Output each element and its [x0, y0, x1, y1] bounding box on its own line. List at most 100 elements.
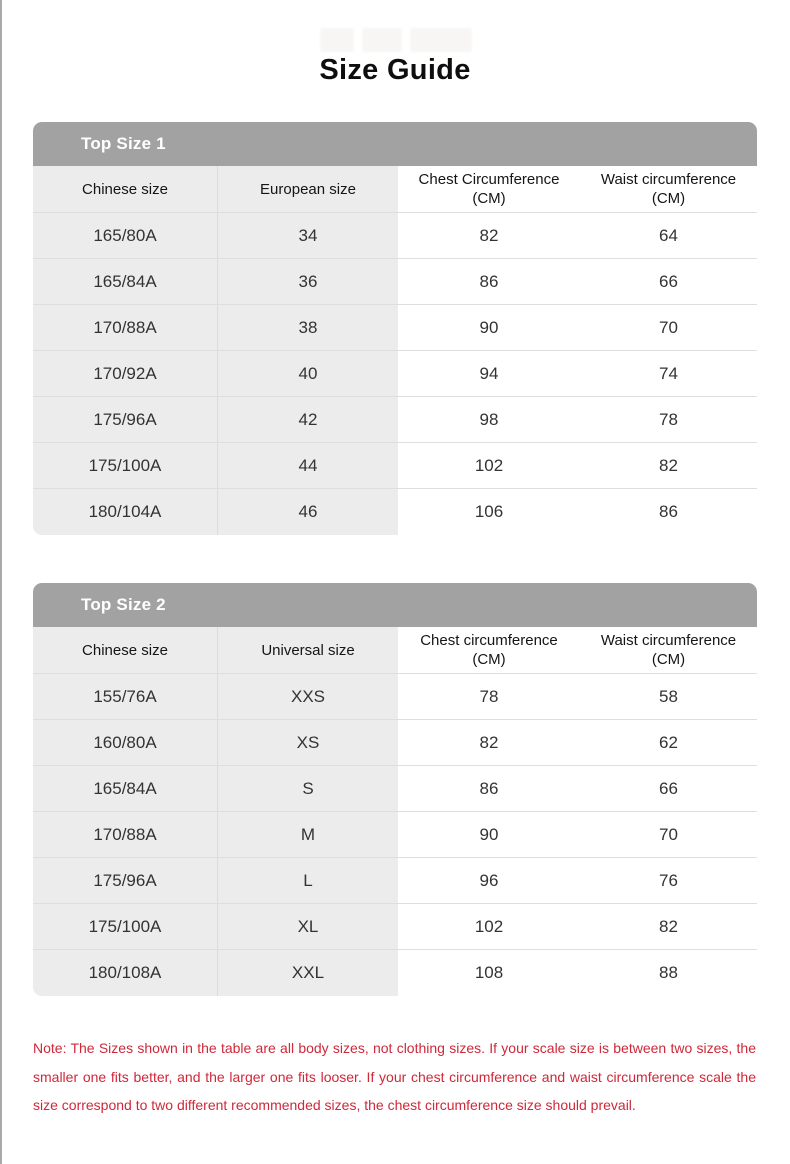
table-cell: 88 — [580, 950, 757, 996]
column-header-label: Universal size — [261, 641, 355, 659]
column-header-row: Chinese size Universal size Chest circumfe… — [33, 627, 757, 674]
table-cell: 155/76A — [33, 674, 218, 720]
table-cell: 42 — [218, 397, 398, 443]
table-row: 175/100A 44 102 82 — [33, 443, 757, 489]
table-header-bar: Top Size 1 — [33, 122, 757, 166]
table-cell: 34 — [218, 213, 398, 259]
top-size-1-table: Top Size 1 Chinese size European size Chest… — [33, 122, 757, 535]
table-cell: 66 — [580, 259, 757, 305]
table-cell: 46 — [218, 489, 398, 535]
column-header-label: Waist circumference — [600, 171, 737, 188]
table-row: 180/108A XXL 108 88 — [33, 950, 757, 996]
table-cell: M — [218, 812, 398, 858]
table-header-bar: Top Size 2 — [33, 583, 757, 627]
table-cell: 78 — [580, 397, 757, 443]
table-cell: 82 — [398, 720, 580, 766]
table-cell: XXS — [218, 674, 398, 720]
column-header: Chest circumference (CM) — [398, 627, 580, 674]
table-row: 170/92A 40 94 74 — [33, 351, 757, 397]
table-cell: XS — [218, 720, 398, 766]
table-cell: 108 — [398, 950, 580, 996]
table-cell: 180/104A — [33, 489, 218, 535]
watermark-block — [362, 28, 402, 52]
column-header-unit: (CM) — [651, 651, 686, 668]
table-cell: 74 — [580, 351, 757, 397]
table-cell: 165/84A — [33, 766, 218, 812]
table-cell: 106 — [398, 489, 580, 535]
table-cell: 36 — [218, 259, 398, 305]
table-cell: 170/92A — [33, 351, 218, 397]
table-cell: 170/88A — [33, 812, 218, 858]
watermark-block — [410, 28, 472, 52]
table-row: 175/96A L 96 76 — [33, 858, 757, 904]
column-header-row: Chinese size European size Chest Circumfer… — [33, 166, 757, 213]
table-cell: 76 — [580, 858, 757, 904]
table-cell: 90 — [398, 305, 580, 351]
column-header: Waist circumference (CM) — [580, 166, 757, 213]
table-row: 170/88A M 90 70 — [33, 812, 757, 858]
table-cell: 180/108A — [33, 950, 218, 996]
table-cell: 78 — [398, 674, 580, 720]
table-cell: 44 — [218, 443, 398, 489]
table-cell: 165/84A — [33, 259, 218, 305]
table-cell: 98 — [398, 397, 580, 443]
table-cell: 175/96A — [33, 858, 218, 904]
table-row: 175/96A 42 98 78 — [33, 397, 757, 443]
table-cell: 160/80A — [33, 720, 218, 766]
table-row: 165/84A S 86 66 — [33, 766, 757, 812]
table-cell: 86 — [398, 766, 580, 812]
column-header-label: Chest Circumference — [418, 171, 560, 188]
column-header-label: Chest circumference — [420, 632, 558, 649]
watermark — [320, 28, 472, 54]
table-cell: 66 — [580, 766, 757, 812]
column-header-label: European size — [260, 180, 356, 198]
table-cell: 86 — [580, 489, 757, 535]
table-cell: XXL — [218, 950, 398, 996]
column-header: Waist circumference (CM) — [580, 627, 757, 674]
table-cell: 82 — [398, 213, 580, 259]
column-header-label: Chinese size — [82, 180, 168, 198]
table-cell: 96 — [398, 858, 580, 904]
column-header-unit: (CM) — [472, 190, 506, 207]
table-row: 165/80A 34 82 64 — [33, 213, 757, 259]
table-cell: 82 — [580, 904, 757, 950]
table-cell: 86 — [398, 259, 580, 305]
table-cell: 62 — [580, 720, 757, 766]
table-cell: 175/100A — [33, 904, 218, 950]
table-cell: 175/96A — [33, 397, 218, 443]
note-text: Note: The Sizes shown in the table are a… — [33, 1040, 756, 1113]
column-header-unit: (CM) — [651, 190, 686, 207]
column-header: Chinese size — [33, 166, 218, 213]
page-title: Size Guide — [319, 54, 471, 86]
watermark-block — [320, 28, 354, 52]
table-cell: 94 — [398, 351, 580, 397]
column-header: Chest Circumference (CM) — [398, 166, 580, 213]
table-cell: 175/100A — [33, 443, 218, 489]
table-cell: 40 — [218, 351, 398, 397]
column-header-unit: (CM) — [472, 651, 506, 668]
page-left-border — [0, 0, 2, 1164]
table-cell: L — [218, 858, 398, 904]
table-cell: 64 — [580, 213, 757, 259]
table-title: Top Size 2 — [81, 595, 166, 614]
column-header-label: Chinese size — [82, 641, 168, 659]
table-cell: S — [218, 766, 398, 812]
table-cell: 58 — [580, 674, 757, 720]
column-header: Universal size — [218, 627, 398, 674]
table-row: 165/84A 36 86 66 — [33, 259, 757, 305]
table-row: 175/100A XL 102 82 — [33, 904, 757, 950]
table-cell: 70 — [580, 305, 757, 351]
table-title: Top Size 1 — [81, 134, 166, 153]
table-cell: XL — [218, 904, 398, 950]
column-header-label: Waist circumference — [600, 632, 737, 649]
table-cell: 102 — [398, 904, 580, 950]
table-cell: 70 — [580, 812, 757, 858]
table-cell: 90 — [398, 812, 580, 858]
table-row: 160/80A XS 82 62 — [33, 720, 757, 766]
table-cell: 82 — [580, 443, 757, 489]
table-cell: 165/80A — [33, 213, 218, 259]
table-cell: 170/88A — [33, 305, 218, 351]
table-row: 170/88A 38 90 70 — [33, 305, 757, 351]
table-cell: 102 — [398, 443, 580, 489]
table-row: 155/76A XXS 78 58 — [33, 674, 757, 720]
